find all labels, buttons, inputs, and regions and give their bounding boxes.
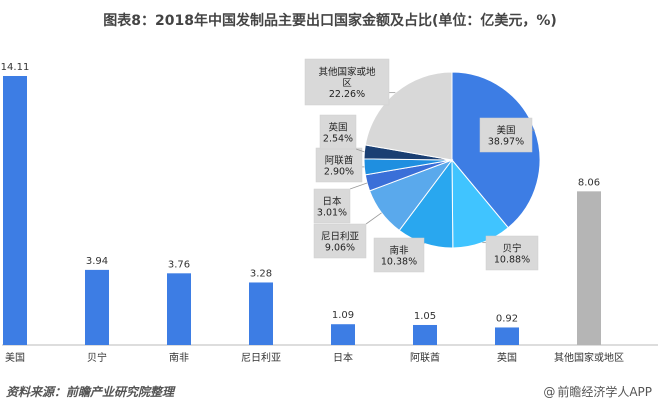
pie-label-3: 尼日利亚 9.06% (321, 231, 360, 254)
pie-label-box-6 (319, 114, 357, 150)
pie-leader-3 (365, 212, 382, 225)
source-note: 资料来源：前瞻产业研究院整理 (6, 385, 175, 399)
at-sign: @ (543, 385, 556, 399)
bar-0 (3, 76, 27, 345)
x-tick-label-6: 英国 (497, 351, 517, 364)
x-tick-label-3: 尼日利亚 (241, 352, 281, 364)
bar-value-label-6: 0.92 (496, 313, 518, 324)
pie-leader-6 (355, 148, 365, 153)
bar-1 (85, 269, 109, 345)
x-tick-label-4: 日本 (333, 351, 353, 364)
pie-leader-4 (349, 182, 368, 190)
bar-3 (249, 282, 273, 345)
bar-2 (167, 273, 191, 345)
pie-label-box-1 (485, 235, 539, 271)
pie-label-box-7 (304, 58, 390, 106)
pie-label-box-4 (313, 188, 351, 224)
x-tick-label-5: 阿联酋 (410, 351, 440, 364)
bar-5 (413, 324, 437, 345)
pie-label-1: 贝宁 10.88% (494, 243, 530, 266)
bar-value-label-0: 14.11 (1, 62, 30, 73)
pie-label-box-5 (315, 147, 363, 183)
bar-7 (577, 191, 601, 345)
pie-label-5: 阿联酋 2.90% (324, 155, 354, 178)
x-tick-label-1: 贝宁 (87, 351, 107, 364)
pie-label-2: 南非 10.38% (381, 245, 417, 268)
x-tick-label-0: 美国 (5, 351, 25, 364)
chart-title: 图表8：2018年中国发制品主要出口国家金额及占比(单位：亿美元，%) (103, 13, 557, 29)
bar-value-label-1: 3.94 (86, 256, 108, 267)
pie-label-box-2 (373, 237, 425, 273)
bar-4 (331, 324, 355, 345)
pie-label-box-3 (313, 223, 367, 259)
bar-value-label-5: 1.05 (414, 311, 436, 322)
bar-value-label-2: 3.76 (168, 259, 190, 270)
bar-value-label-3: 3.28 (250, 268, 272, 279)
pie-label-7: 其他国家或地区 22.26% (318, 66, 376, 100)
bar-6 (495, 327, 519, 345)
pie-label-4: 日本 3.01% (317, 196, 347, 219)
brand-credit: @ 前瞻经济学人APP (543, 383, 652, 400)
pie-label-box-0 (479, 117, 533, 153)
bar-value-label-4: 1.09 (332, 310, 354, 321)
pie-label-6: 英国 2.54% (323, 122, 353, 145)
pie-label-0: 美国 38.97% (488, 125, 524, 148)
bar-value-label-7: 8.06 (578, 177, 600, 188)
brand-name: 前瞻经济学人APP (557, 385, 652, 399)
x-tick-label-2: 南非 (169, 351, 189, 364)
x-tick-label-7: 其他国家或地区 (554, 351, 624, 364)
